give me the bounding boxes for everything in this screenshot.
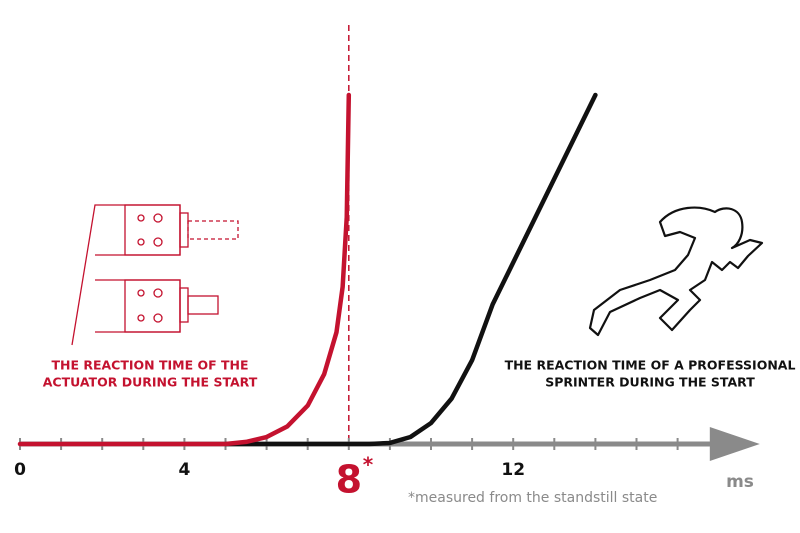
x-axis-label: ms	[726, 472, 754, 492]
x-tick-label: 12	[501, 460, 525, 480]
footnote-mark: *	[363, 453, 374, 477]
sprinter-icon	[588, 206, 764, 337]
line-series	[17, 92, 352, 447]
x-tick-label: 8	[336, 458, 362, 502]
x-tick-label: 4	[178, 460, 190, 480]
annotation: THE REACTION TIME OF THE	[51, 358, 248, 373]
axis-arrow	[709, 427, 760, 461]
x-tick-label: 0	[14, 460, 26, 480]
actuator-icon	[71, 204, 239, 346]
line-series	[223, 92, 598, 447]
annotation: ACTUATOR DURING THE START	[43, 375, 258, 390]
annotation: SPRINTER DURING THE START	[545, 375, 755, 390]
annotation: THE REACTION TIME OF A PROFESSIONAL	[505, 358, 796, 373]
footnote: *measured from the standstill state	[408, 490, 657, 506]
